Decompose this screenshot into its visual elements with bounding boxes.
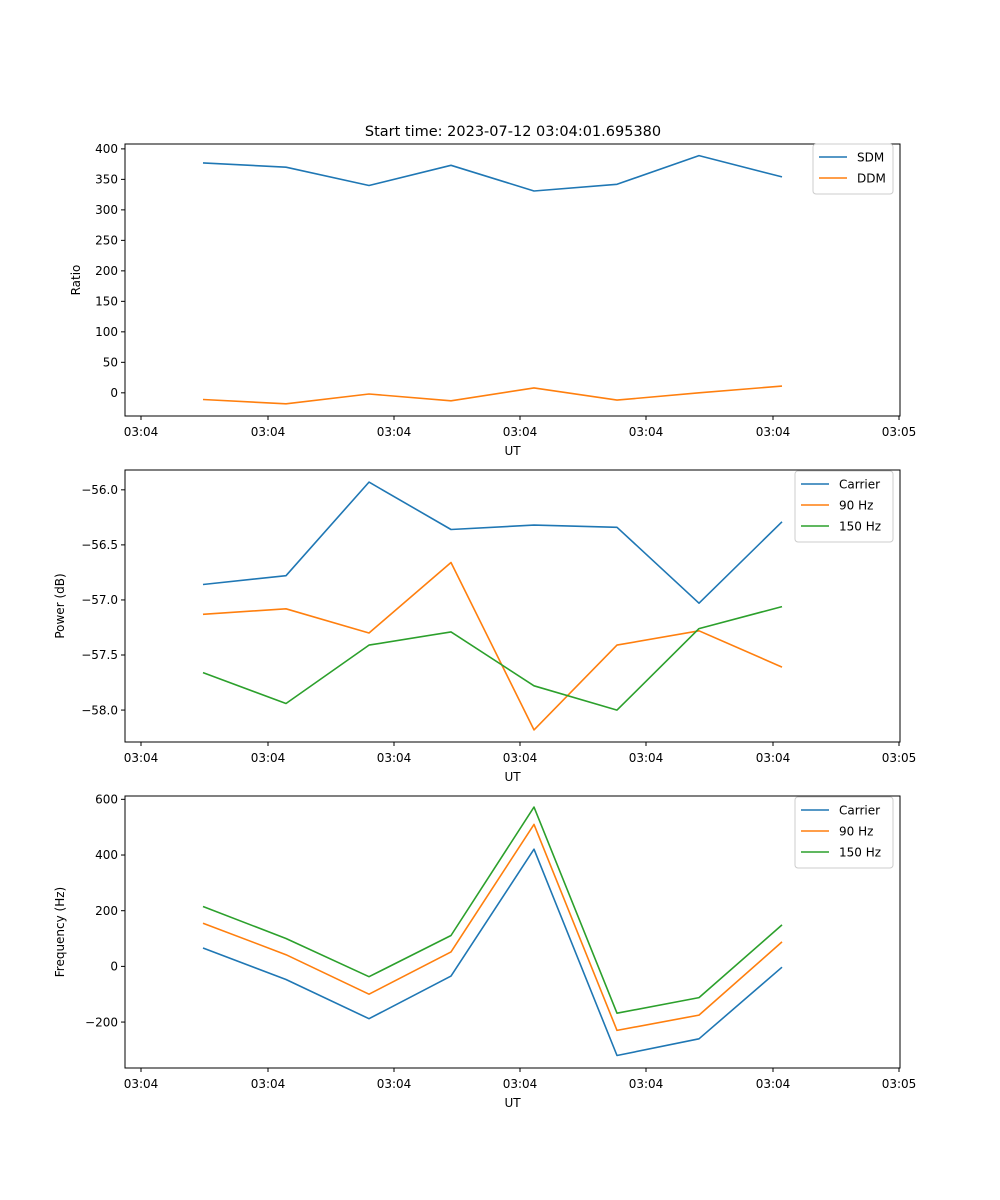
series-line-90-hz <box>202 823 783 1032</box>
x-tick-label: 03:04 <box>377 425 412 439</box>
x-tick-label: 03:05 <box>882 1077 917 1091</box>
x-axis-label: UT <box>504 1096 521 1110</box>
y-tick-label: −57.0 <box>81 593 118 607</box>
series-line-150-hz <box>202 605 783 711</box>
y-tick-label: 0 <box>110 960 118 974</box>
y-tick-label: 100 <box>95 325 118 339</box>
y-axis-label: Frequency (Hz) <box>53 887 67 978</box>
legend-label: DDM <box>857 172 886 186</box>
legend-label: 90 Hz <box>839 499 873 513</box>
plot-area-frame <box>124 795 901 1069</box>
y-tick-label: −56.0 <box>81 483 118 497</box>
x-tick-label: 03:04 <box>251 751 286 765</box>
x-axis-label: UT <box>504 770 521 784</box>
x-tick-label: 03:04 <box>756 751 791 765</box>
y-tick-label: 250 <box>95 234 118 248</box>
series-line-sdm <box>202 154 783 192</box>
series-line-90-hz <box>202 561 783 731</box>
x-tick-label: 03:04 <box>629 751 664 765</box>
x-tick-label: 03:05 <box>882 425 917 439</box>
y-tick-label: 50 <box>103 356 118 370</box>
legend-box <box>794 470 894 543</box>
y-tick-label: 400 <box>95 142 118 156</box>
y-tick-label: 150 <box>95 295 118 309</box>
y-tick-label: 350 <box>95 173 118 187</box>
y-tick-label: −57.5 <box>81 648 118 662</box>
x-tick-label: 03:04 <box>503 425 538 439</box>
y-tick-label: 300 <box>95 203 118 217</box>
x-tick-label: 03:04 <box>629 425 664 439</box>
x-axis-label: UT <box>504 444 521 458</box>
figure-title: Start time: 2023-07-12 03:04:01.695380 <box>365 124 661 140</box>
legend-label: 150 Hz <box>839 520 881 534</box>
x-tick-label: 03:04 <box>503 1077 538 1091</box>
y-tick-label: 200 <box>95 904 118 918</box>
plot-area-frame <box>124 143 901 417</box>
plot-area-frame <box>124 469 901 743</box>
x-tick-label: 03:04 <box>251 425 286 439</box>
x-tick-label: 03:04 <box>756 425 791 439</box>
x-tick-label: 03:04 <box>124 425 159 439</box>
y-axis-label: Power (dB) <box>53 573 67 638</box>
legend-label: Carrier <box>839 804 880 818</box>
y-tick-label: 0 <box>110 386 118 400</box>
x-tick-label: 03:04 <box>756 1077 791 1091</box>
x-tick-label: 03:04 <box>503 751 538 765</box>
x-tick-label: 03:05 <box>882 751 917 765</box>
x-tick-label: 03:04 <box>124 1077 159 1091</box>
legend-label: 150 Hz <box>839 846 881 860</box>
y-tick-label: −58.0 <box>81 703 118 717</box>
legend-label: SDM <box>857 151 884 165</box>
x-tick-label: 03:04 <box>251 1077 286 1091</box>
x-tick-label: 03:04 <box>124 751 159 765</box>
y-tick-label: −56.5 <box>81 538 118 552</box>
series-line-150-hz <box>202 806 783 1015</box>
x-tick-label: 03:04 <box>377 1077 412 1091</box>
x-tick-label: 03:04 <box>629 1077 664 1091</box>
series-line-carrier <box>202 848 783 1057</box>
legend-box <box>794 796 894 869</box>
y-axis-label: Ratio <box>69 265 83 296</box>
y-tick-label: 600 <box>95 793 118 807</box>
y-tick-label: 200 <box>95 264 118 278</box>
y-tick-label: −200 <box>85 1015 118 1029</box>
legend-label: 90 Hz <box>839 825 873 839</box>
legend-label: Carrier <box>839 478 880 492</box>
y-tick-label: 400 <box>95 848 118 862</box>
series-line-carrier <box>202 481 783 605</box>
series-line-ddm <box>202 385 783 405</box>
x-tick-label: 03:04 <box>377 751 412 765</box>
